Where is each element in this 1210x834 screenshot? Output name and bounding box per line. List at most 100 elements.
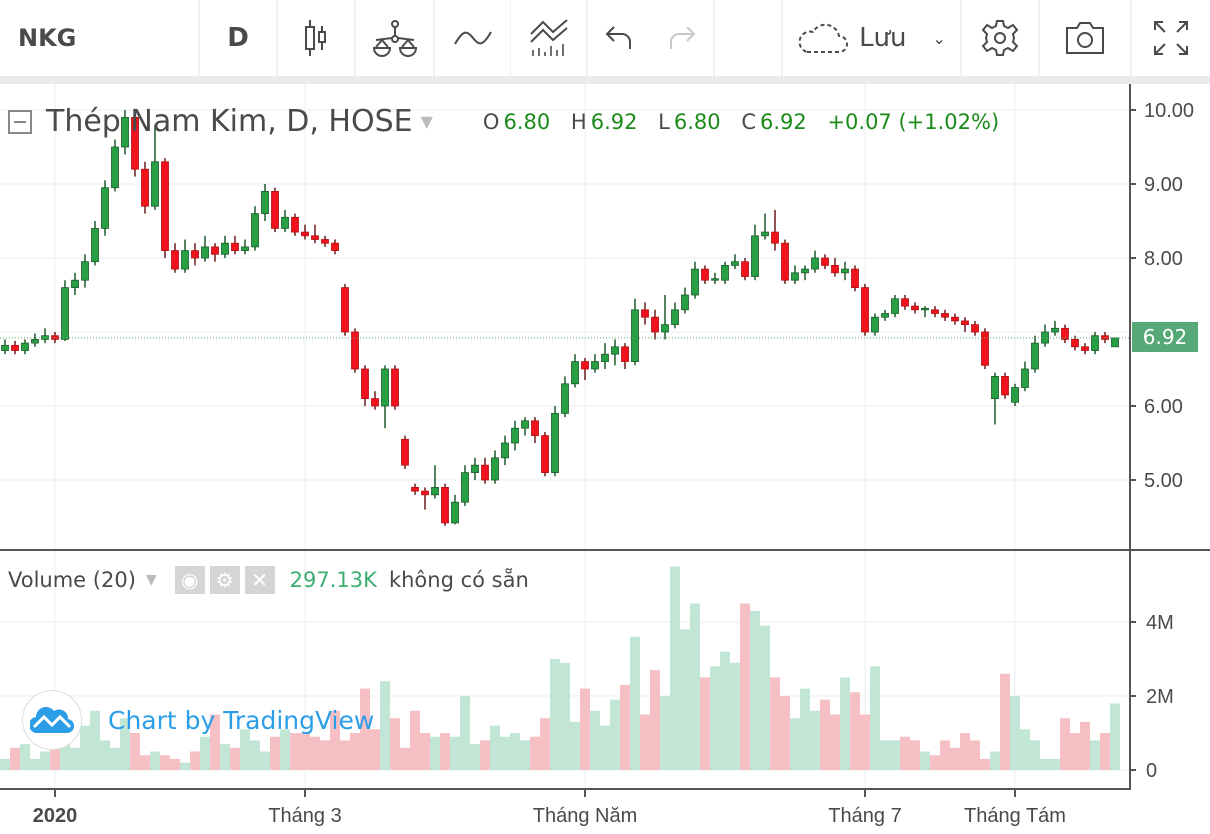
series-dropdown-icon[interactable]: ▼ (420, 112, 433, 131)
volume-bar (910, 740, 920, 770)
candle-body (31, 338, 39, 344)
candle (1091, 332, 1099, 355)
volume-bar (850, 692, 860, 770)
candle-body (661, 324, 669, 333)
chart-type-button[interactable] (278, 0, 356, 76)
time-tick-label: Tháng Năm (533, 805, 638, 827)
open-label: O (482, 109, 500, 134)
symbol-search-button[interactable]: NKG (0, 0, 200, 76)
candle-body (701, 268, 709, 281)
interval-button[interactable]: D (200, 0, 278, 76)
tradingview-watermark[interactable]: Chart by TradingView (22, 690, 374, 750)
candle (621, 343, 629, 369)
candle-body (1021, 368, 1029, 388)
save-button[interactable]: Lưu ⌄ (783, 0, 962, 76)
candle-body (311, 235, 319, 240)
candle (691, 261, 699, 299)
candle (271, 187, 279, 233)
candle-body (61, 287, 69, 340)
volume-dropdown-icon[interactable]: ▼ (145, 572, 157, 588)
undo-icon[interactable] (604, 25, 634, 51)
volume-bar (890, 740, 900, 770)
candle (371, 391, 379, 410)
candle (901, 295, 909, 310)
candle (481, 457, 489, 484)
indicators-button[interactable] (435, 0, 511, 76)
candle-body (811, 257, 819, 270)
redo-icon[interactable] (667, 25, 697, 51)
candle-body (211, 246, 219, 255)
volume-bar (10, 747, 20, 770)
main-series-legend: Thép Nam Kim, D, HOSE ▼ O 6.80 H 6.92 L 6.8… (8, 104, 1013, 139)
candle (741, 258, 749, 281)
candle (1001, 372, 1009, 399)
volume-bar (970, 740, 980, 770)
candle-body (361, 368, 369, 400)
volume-bar (90, 710, 100, 770)
candle-body (971, 324, 979, 333)
chevron-down-icon[interactable]: ⌄ (932, 28, 946, 48)
top-toolbar: NKG D Lưu ⌄ (0, 0, 1210, 76)
candle-body (251, 213, 259, 248)
candle-body (1081, 346, 1089, 351)
volume-bar (1050, 758, 1060, 770)
candle-body (71, 279, 79, 289)
volume-bar (300, 733, 310, 770)
candle (1041, 324, 1049, 347)
remove-close-icon[interactable]: ✕ (244, 566, 275, 594)
candle (81, 254, 89, 288)
candle (631, 298, 639, 366)
settings-icon (981, 20, 1019, 56)
candle-body (591, 361, 599, 370)
volume-bar (1100, 733, 1110, 770)
candle-body (391, 368, 399, 407)
candle-body (851, 268, 859, 289)
volume-settings-icon[interactable]: ⚙ (209, 566, 240, 594)
compare-button[interactable] (356, 0, 435, 76)
snapshot-button[interactable] (1040, 0, 1132, 76)
candle-body (1031, 342, 1039, 370)
fullscreen-button[interactable] (1132, 0, 1210, 76)
candle (681, 287, 689, 314)
volume-bar (420, 733, 430, 770)
settings-button[interactable] (962, 0, 1040, 76)
volume-bar (980, 758, 990, 770)
change-value: +0.07 (+1.02%) (827, 109, 1000, 134)
volume-bar (380, 681, 390, 770)
candle-body (571, 361, 579, 385)
visibility-eye-icon[interactable]: ◉ (174, 566, 205, 594)
candle (761, 213, 769, 240)
volume-bar (640, 714, 650, 770)
candle (591, 354, 599, 373)
candle (711, 272, 719, 284)
candle-body (101, 187, 109, 229)
candle (511, 420, 519, 451)
volume-bar (250, 740, 260, 770)
volume-bar (610, 699, 620, 770)
candle (41, 328, 49, 344)
last-price-tag: 6.92 (1132, 322, 1198, 352)
volume-bar (1110, 703, 1120, 770)
candle (661, 295, 669, 340)
close-value: 6.92 (759, 109, 807, 134)
volume-status: không có sẵn (388, 568, 529, 592)
candle-body (601, 353, 609, 363)
volume-bar (240, 729, 250, 770)
volume-bar (1060, 718, 1070, 770)
candle (311, 224, 319, 244)
candle-body (791, 272, 799, 281)
series-title[interactable]: Thép Nam Kim, D, HOSE (46, 104, 413, 139)
candle-body (541, 435, 549, 474)
candle-body (621, 346, 629, 362)
templates-button[interactable] (511, 0, 588, 76)
volume-bar (400, 747, 410, 770)
collapse-legend-icon[interactable] (8, 109, 32, 134)
candle (61, 280, 69, 341)
volume-tick-label: 4M (1146, 612, 1174, 634)
volume-bar (1010, 696, 1020, 770)
close-label: C (741, 109, 756, 134)
volume-bar (870, 666, 880, 770)
volume-title[interactable]: Volume (20) (8, 568, 136, 592)
low-label: L (658, 109, 670, 134)
